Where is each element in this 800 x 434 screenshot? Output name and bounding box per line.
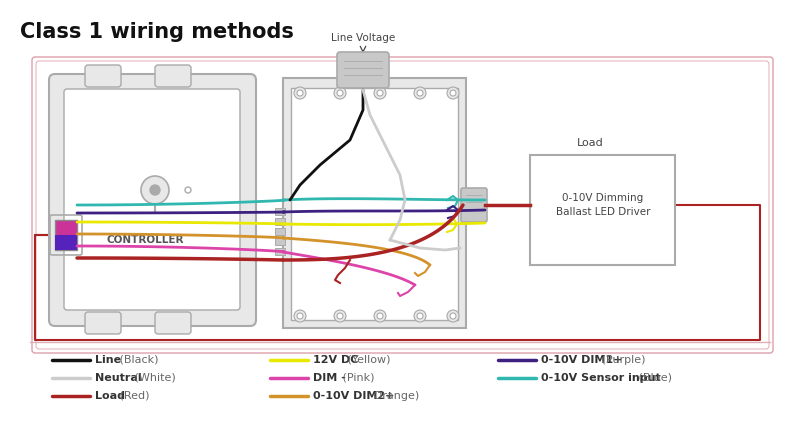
Circle shape — [414, 310, 426, 322]
Text: (Yellow): (Yellow) — [344, 355, 390, 365]
Bar — [291, 88, 458, 320]
Circle shape — [297, 90, 303, 96]
FancyBboxPatch shape — [155, 312, 191, 334]
Circle shape — [141, 176, 169, 204]
Text: CONTROLLER: CONTROLLER — [106, 235, 184, 245]
Text: (Pink): (Pink) — [339, 373, 374, 383]
Circle shape — [374, 87, 386, 99]
Text: (Purple): (Purple) — [598, 355, 646, 365]
Circle shape — [447, 310, 459, 322]
FancyBboxPatch shape — [155, 65, 191, 87]
Circle shape — [337, 90, 343, 96]
Circle shape — [447, 87, 459, 99]
Circle shape — [374, 310, 386, 322]
Circle shape — [450, 313, 456, 319]
Circle shape — [417, 90, 423, 96]
Text: 0-10V DIM2+: 0-10V DIM2+ — [313, 391, 394, 401]
Circle shape — [450, 90, 456, 96]
Bar — [55, 220, 77, 250]
Bar — [283, 78, 466, 328]
Circle shape — [294, 87, 306, 99]
Text: (White): (White) — [131, 373, 176, 383]
FancyBboxPatch shape — [461, 188, 487, 222]
Bar — [55, 235, 77, 250]
Text: Load: Load — [577, 138, 603, 148]
Circle shape — [297, 313, 303, 319]
Text: (Red): (Red) — [116, 391, 150, 401]
Circle shape — [337, 313, 343, 319]
Circle shape — [185, 187, 191, 193]
FancyBboxPatch shape — [337, 52, 389, 88]
Bar — [275, 218, 285, 225]
Text: 0-10V Dimming
Ballast LED Driver: 0-10V Dimming Ballast LED Driver — [556, 194, 650, 217]
Text: 12V DC: 12V DC — [313, 355, 358, 365]
Text: Line Voltage: Line Voltage — [331, 33, 395, 43]
Bar — [275, 208, 285, 215]
Text: 0-10V DIM1+: 0-10V DIM1+ — [541, 355, 622, 365]
Bar — [530, 155, 675, 265]
Bar — [275, 228, 285, 235]
Text: 0-10V Sensor input: 0-10V Sensor input — [541, 373, 661, 383]
FancyBboxPatch shape — [85, 312, 121, 334]
Circle shape — [150, 185, 160, 195]
Text: (Blue): (Blue) — [634, 373, 672, 383]
Circle shape — [417, 313, 423, 319]
Text: Line: Line — [95, 355, 121, 365]
Circle shape — [334, 310, 346, 322]
Text: Class 1 wiring methods: Class 1 wiring methods — [20, 22, 294, 42]
Text: Load: Load — [95, 391, 125, 401]
Circle shape — [377, 90, 383, 96]
FancyBboxPatch shape — [64, 89, 240, 310]
Text: (Black): (Black) — [116, 355, 158, 365]
Circle shape — [294, 310, 306, 322]
Text: Neutral: Neutral — [95, 373, 142, 383]
Circle shape — [334, 87, 346, 99]
Text: DIM -: DIM - — [313, 373, 346, 383]
Circle shape — [377, 313, 383, 319]
Bar — [275, 248, 285, 255]
Text: Orange): Orange) — [370, 391, 419, 401]
FancyBboxPatch shape — [85, 65, 121, 87]
Circle shape — [414, 87, 426, 99]
Bar — [275, 238, 285, 245]
FancyBboxPatch shape — [49, 74, 256, 326]
